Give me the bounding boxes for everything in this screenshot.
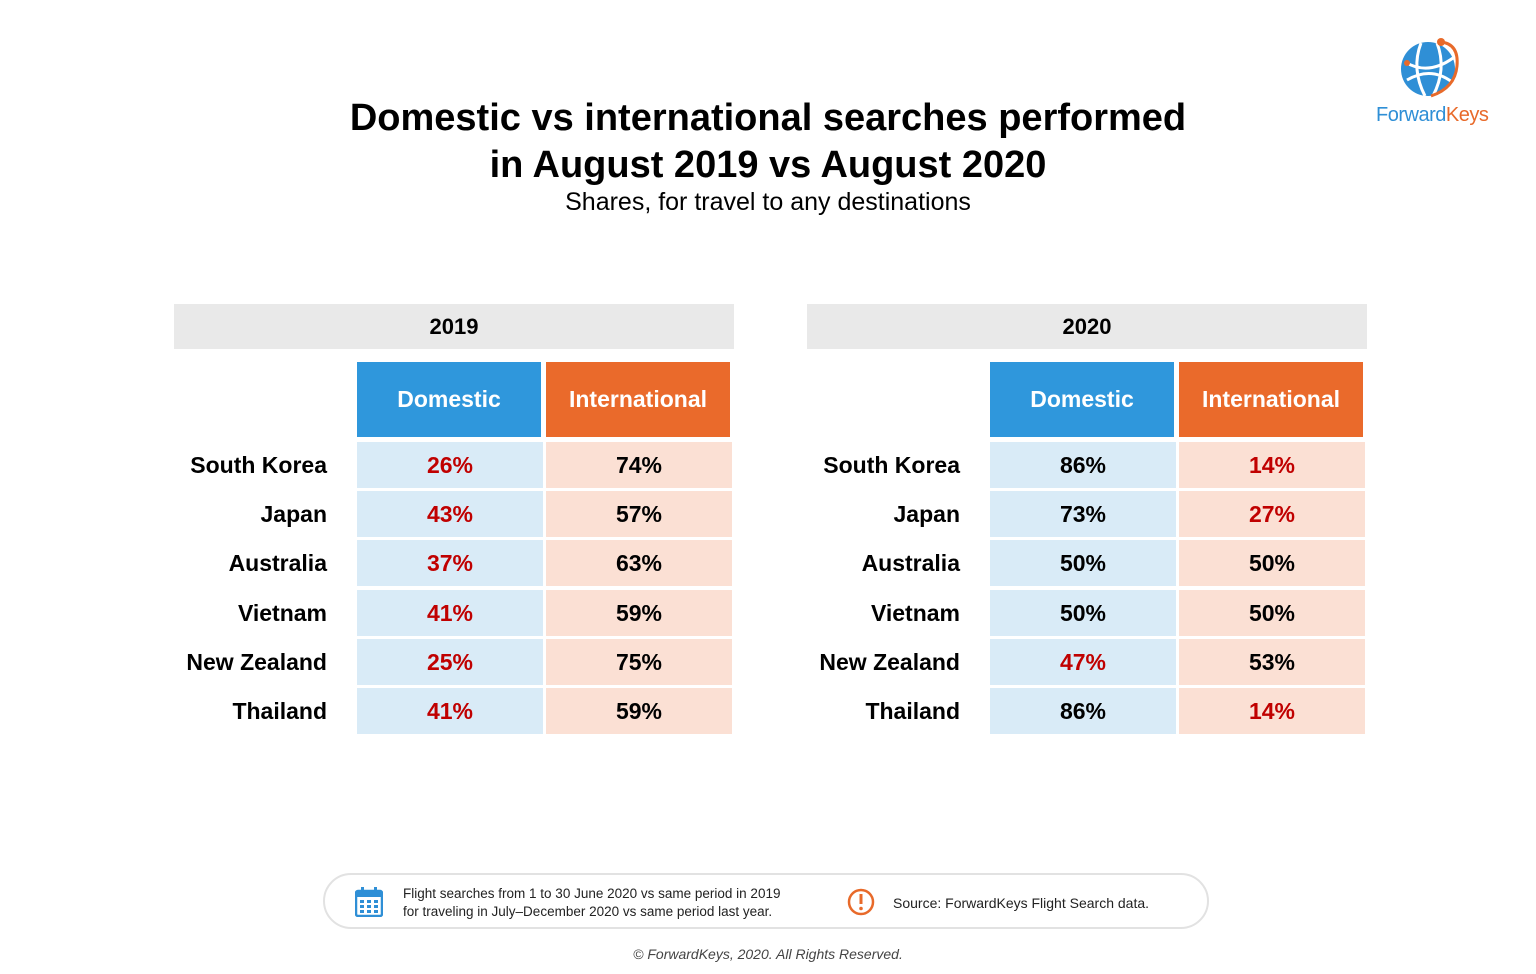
- year-header-2020: 2020: [807, 304, 1367, 349]
- logo-wordmark: ForwardKeys: [1376, 104, 1489, 126]
- country-label: Australia: [861, 550, 960, 577]
- domestic-share-cell: 37%: [357, 540, 543, 587]
- domestic-share-cell: 43%: [357, 491, 543, 538]
- year-header-2019: 2019: [174, 304, 734, 349]
- international-share-cell: 14%: [1179, 442, 1365, 488]
- date-range-note: Flight searches from 1 to 30 June 2020 v…: [403, 885, 780, 921]
- country-label: Vietnam: [237, 599, 327, 626]
- table-row: Japan 43% 57%: [174, 491, 734, 540]
- country-label: New Zealand: [819, 648, 960, 675]
- domestic-column-header: Domestic: [357, 362, 541, 437]
- table-row: Japan 73% 27%: [807, 491, 1367, 540]
- country-label: New Zealand: [186, 648, 327, 675]
- domestic-share-cell: 41%: [357, 687, 543, 734]
- table-row: South Korea 86% 14%: [807, 442, 1367, 491]
- international-share-cell: 74%: [546, 442, 732, 488]
- table-2019: 2019 Domestic International South Korea 2…: [174, 304, 734, 734]
- table-row: Vietnam 50% 50%: [807, 589, 1367, 639]
- globe-icon: [1401, 38, 1459, 98]
- domestic-share-cell: 73%: [990, 491, 1176, 538]
- table-row: Australia 50% 50%: [807, 540, 1367, 589]
- table-rows: South Korea 26% 74% Japan 43% 57% Australia 37%…: [174, 442, 734, 737]
- country-label: Thailand: [232, 697, 327, 724]
- international-share-cell: 59%: [546, 589, 732, 636]
- country-label: Japan: [893, 501, 960, 528]
- date-range-note-line-2: for traveling in July–December 2020 vs s…: [403, 904, 773, 919]
- international-share-cell: 14%: [1179, 687, 1365, 734]
- domestic-share-cell: 25%: [357, 638, 543, 685]
- country-label: South Korea: [823, 452, 960, 478]
- date-range-note-line-1: Flight searches from 1 to 30 June 2020 v…: [403, 886, 781, 901]
- domestic-share-cell: 50%: [990, 589, 1176, 636]
- country-label: South Korea: [190, 452, 327, 478]
- international-share-cell: 27%: [1179, 491, 1365, 538]
- calendar-icon: [355, 887, 383, 917]
- international-column-header: International: [1179, 362, 1363, 437]
- table-2020: 2020 Domestic International South Korea 8…: [807, 304, 1367, 734]
- exclamation-circle-icon: [847, 888, 875, 916]
- domestic-share-cell: 86%: [990, 442, 1176, 488]
- international-share-cell: 53%: [1179, 638, 1365, 685]
- domestic-column-header: Domestic: [990, 362, 1174, 437]
- country-label: Japan: [260, 501, 327, 528]
- table-rows: South Korea 86% 14% Japan 73% 27% Australia 50%…: [807, 442, 1367, 737]
- domestic-share-cell: 86%: [990, 687, 1176, 734]
- table-row: Thailand 86% 14%: [807, 687, 1367, 737]
- country-label: Australia: [228, 550, 327, 577]
- table-row: South Korea 26% 74%: [174, 442, 734, 491]
- table-row: New Zealand 47% 53%: [807, 638, 1367, 688]
- international-share-cell: 57%: [546, 491, 732, 538]
- international-share-cell: 63%: [546, 540, 732, 587]
- chart-subtitle: Shares, for travel to any destinations: [565, 188, 971, 216]
- chart-title-line-2: in August 2019 vs August 2020: [489, 144, 1047, 186]
- international-share-cell: 50%: [1179, 540, 1365, 587]
- copyright-notice: © ForwardKeys, 2020. All Rights Reserved…: [633, 946, 903, 962]
- source-note: Source: ForwardKeys Flight Search data.: [893, 895, 1150, 911]
- international-share-cell: 50%: [1179, 589, 1365, 636]
- international-share-cell: 75%: [546, 638, 732, 685]
- table-row: Vietnam 41% 59%: [174, 589, 734, 639]
- table-row: Australia 37% 63%: [174, 540, 734, 589]
- international-column-header: International: [546, 362, 730, 437]
- domestic-share-cell: 41%: [357, 589, 543, 636]
- chart-title-line-1: Domestic vs international searches perfo…: [349, 97, 1187, 139]
- table-row: New Zealand 25% 75%: [174, 638, 734, 688]
- country-label: Thailand: [865, 697, 960, 724]
- domestic-share-cell: 47%: [990, 638, 1176, 685]
- forwardkeys-logo: ForwardKeys: [1376, 36, 1489, 132]
- table-row: Thailand 41% 59%: [174, 687, 734, 737]
- international-share-cell: 59%: [546, 687, 732, 734]
- domestic-share-cell: 26%: [357, 442, 543, 488]
- country-label: Vietnam: [870, 599, 960, 626]
- footnote-box: Flight searches from 1 to 30 June 2020 v…: [323, 873, 1209, 929]
- domestic-share-cell: 50%: [990, 540, 1176, 587]
